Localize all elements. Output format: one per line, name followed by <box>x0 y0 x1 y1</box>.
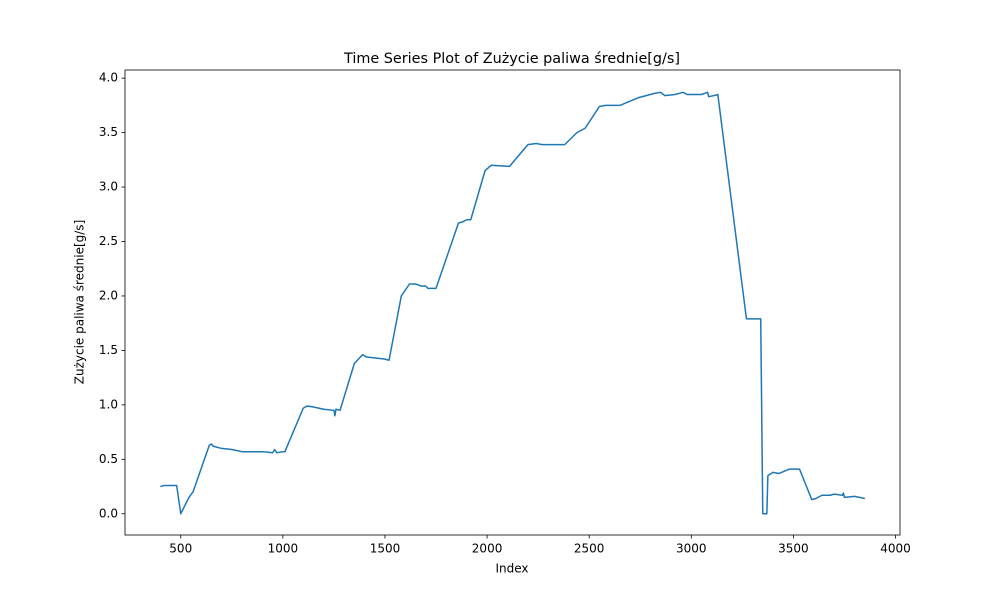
x-tick-label: 2500 <box>574 542 605 556</box>
x-tick-label: 3500 <box>778 542 809 556</box>
y-tick-label: 1.5 <box>99 343 118 357</box>
chart-title: Time Series Plot of Zużycie paliwa średn… <box>343 51 680 67</box>
x-tick-label: 3000 <box>676 542 707 556</box>
x-tick-label: 1500 <box>370 542 401 556</box>
y-tick-label: 3.5 <box>99 125 118 139</box>
y-tick-label: 3.0 <box>99 180 118 194</box>
y-tick-label: 2.0 <box>99 288 118 302</box>
y-tick-label: 4.0 <box>99 71 118 85</box>
x-tick-label: 2000 <box>472 542 503 556</box>
y-tick-label: 0.0 <box>99 506 118 520</box>
y-tick-label: 2.5 <box>99 234 118 248</box>
x-tick-label: 1000 <box>268 542 299 556</box>
y-tick-label: 1.0 <box>99 397 118 411</box>
y-tick-label: 0.5 <box>99 452 118 466</box>
y-axis-label: Zużycie paliwa średnie[g/s] <box>73 220 87 385</box>
x-axis-label: Index <box>495 562 528 576</box>
plot-frame <box>124 69 901 536</box>
x-tick-label: 4000 <box>880 542 911 556</box>
data-line <box>160 91 866 515</box>
x-tick-label: 500 <box>169 542 192 556</box>
